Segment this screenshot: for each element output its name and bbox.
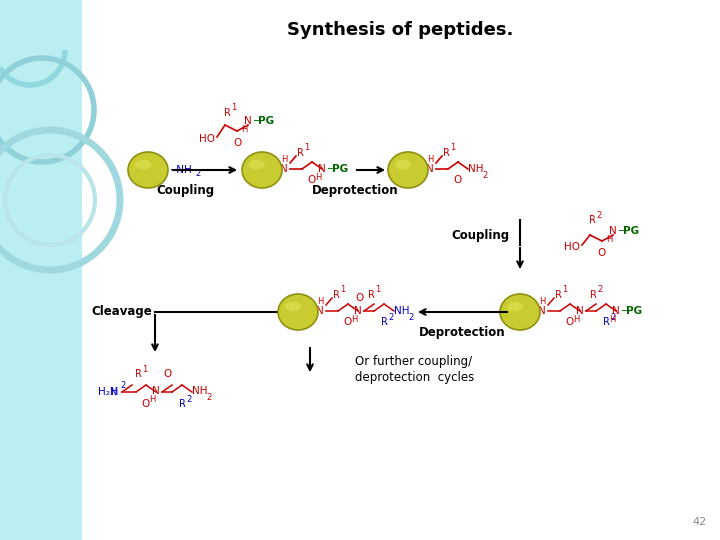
Ellipse shape bbox=[285, 302, 301, 312]
Text: O: O bbox=[356, 293, 364, 303]
Text: N: N bbox=[426, 164, 434, 174]
Text: 1: 1 bbox=[451, 144, 456, 152]
Bar bbox=[0, 0, 82, 540]
Text: ─: ─ bbox=[618, 226, 624, 236]
Text: R: R bbox=[368, 290, 374, 300]
Text: Deprotection: Deprotection bbox=[312, 184, 398, 197]
Text: O: O bbox=[598, 248, 606, 258]
Text: PG: PG bbox=[623, 226, 639, 236]
Text: N: N bbox=[318, 164, 326, 174]
Text: H: H bbox=[351, 314, 357, 323]
Text: H₂N: H₂N bbox=[99, 387, 118, 397]
Text: Coupling: Coupling bbox=[156, 184, 214, 197]
Text: N: N bbox=[609, 226, 617, 236]
Text: O: O bbox=[566, 317, 574, 327]
Text: N: N bbox=[612, 306, 620, 316]
Text: H: H bbox=[427, 156, 433, 165]
Text: H: H bbox=[315, 172, 321, 181]
Text: R: R bbox=[554, 290, 562, 300]
Text: PG: PG bbox=[258, 116, 274, 126]
Text: Deprotection: Deprotection bbox=[419, 326, 505, 339]
Ellipse shape bbox=[395, 160, 411, 170]
Text: PG: PG bbox=[626, 306, 642, 316]
Ellipse shape bbox=[388, 152, 428, 188]
Text: R: R bbox=[381, 317, 387, 327]
Text: PG: PG bbox=[332, 164, 348, 174]
Text: 2: 2 bbox=[186, 395, 192, 403]
Text: 1: 1 bbox=[231, 104, 237, 112]
Text: R: R bbox=[588, 215, 595, 225]
Text: N: N bbox=[316, 306, 324, 316]
Text: 1: 1 bbox=[341, 286, 346, 294]
Ellipse shape bbox=[249, 160, 265, 170]
Text: R: R bbox=[590, 290, 596, 300]
Text: H: H bbox=[539, 298, 545, 307]
Text: N: N bbox=[354, 306, 362, 316]
Text: 2: 2 bbox=[598, 286, 603, 294]
Text: R: R bbox=[179, 399, 186, 409]
Text: 1: 1 bbox=[143, 364, 148, 374]
Text: H: H bbox=[281, 156, 287, 165]
Text: ─: ─ bbox=[621, 306, 627, 316]
Text: R: R bbox=[443, 148, 449, 158]
Text: 2: 2 bbox=[482, 171, 487, 179]
Text: ─NH: ─NH bbox=[170, 165, 192, 175]
Text: O: O bbox=[142, 399, 150, 409]
Text: R: R bbox=[297, 148, 303, 158]
Text: H: H bbox=[111, 387, 118, 397]
Text: 1: 1 bbox=[375, 286, 381, 294]
Text: O: O bbox=[308, 175, 316, 185]
Text: Or further coupling/: Or further coupling/ bbox=[355, 355, 472, 368]
Text: Coupling: Coupling bbox=[452, 228, 510, 241]
Text: 2: 2 bbox=[596, 211, 602, 219]
Text: H: H bbox=[573, 314, 579, 323]
Text: ─: ─ bbox=[253, 116, 259, 126]
Text: N: N bbox=[538, 306, 546, 316]
Ellipse shape bbox=[128, 152, 168, 188]
Text: 2: 2 bbox=[388, 313, 394, 321]
Text: 1: 1 bbox=[305, 144, 310, 152]
Ellipse shape bbox=[135, 160, 151, 170]
Text: H: H bbox=[606, 234, 612, 244]
Text: NH: NH bbox=[192, 386, 207, 396]
Text: O: O bbox=[344, 317, 352, 327]
Text: N: N bbox=[244, 116, 252, 126]
Text: Synthesis of peptides.: Synthesis of peptides. bbox=[287, 21, 513, 39]
Text: N: N bbox=[576, 306, 584, 316]
Text: H: H bbox=[149, 395, 156, 403]
Text: 42: 42 bbox=[693, 517, 707, 527]
Text: O: O bbox=[164, 369, 172, 379]
Text: ─: ─ bbox=[327, 164, 333, 174]
Text: 2: 2 bbox=[611, 313, 616, 321]
Text: NH: NH bbox=[394, 306, 410, 316]
Ellipse shape bbox=[278, 294, 318, 330]
Text: HO: HO bbox=[199, 134, 215, 144]
Text: NH: NH bbox=[468, 164, 484, 174]
Text: 2: 2 bbox=[195, 170, 200, 179]
Text: N: N bbox=[152, 386, 160, 396]
Text: HO: HO bbox=[564, 242, 580, 252]
Text: R: R bbox=[603, 317, 609, 327]
Text: H: H bbox=[609, 314, 615, 323]
Text: H: H bbox=[317, 298, 323, 307]
Ellipse shape bbox=[242, 152, 282, 188]
Ellipse shape bbox=[507, 302, 523, 312]
Text: R: R bbox=[135, 369, 141, 379]
Text: R: R bbox=[224, 108, 230, 118]
Text: H: H bbox=[240, 125, 247, 133]
Text: 2: 2 bbox=[408, 313, 413, 321]
Text: 1: 1 bbox=[562, 286, 567, 294]
Text: 2: 2 bbox=[206, 393, 211, 402]
Text: deprotection  cycles: deprotection cycles bbox=[355, 372, 474, 384]
Text: Cleavage: Cleavage bbox=[91, 306, 153, 319]
Text: 2: 2 bbox=[120, 381, 125, 390]
Text: O: O bbox=[233, 138, 241, 148]
Ellipse shape bbox=[500, 294, 540, 330]
Text: R: R bbox=[333, 290, 339, 300]
Text: O: O bbox=[454, 175, 462, 185]
Text: N: N bbox=[280, 164, 288, 174]
